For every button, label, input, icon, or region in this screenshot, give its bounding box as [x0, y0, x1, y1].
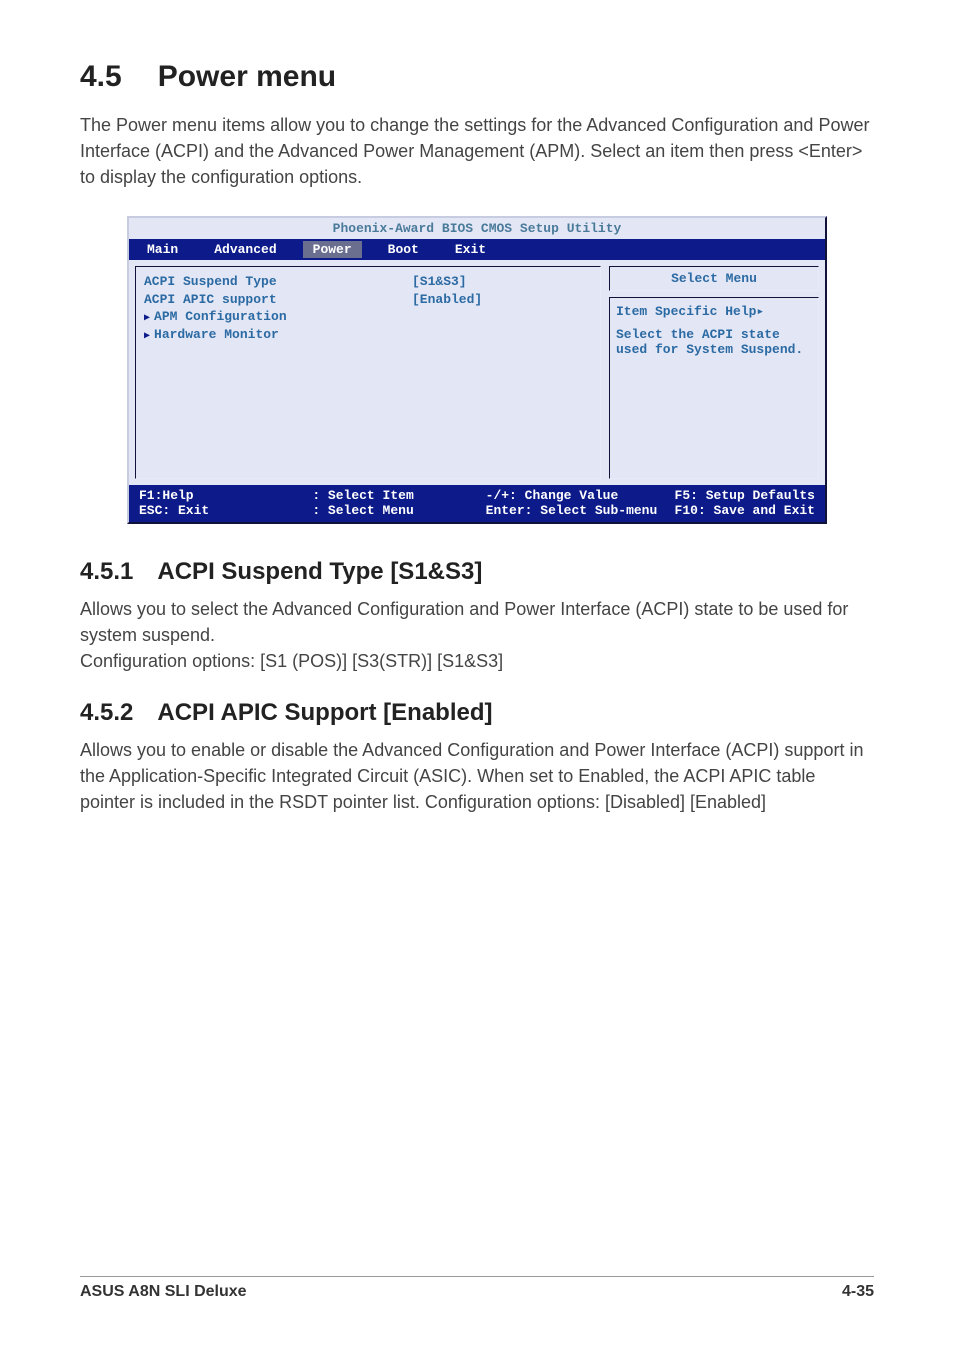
subsection-451-title: ACPI Suspend Type [S1&S3] — [157, 558, 482, 585]
bios-value-acpi-suspend-type: [S1&S3] — [412, 273, 592, 291]
subsection-452-heading: 4.5.2 ACPI APIC Support [Enabled] — [80, 699, 874, 727]
footer-right: 4-35 — [842, 1283, 874, 1301]
bios-screenshot: Phoenix-Award BIOS CMOS Setup Utility Ma… — [127, 216, 827, 524]
tab-main[interactable]: Main — [137, 241, 188, 258]
section-number: 4.5 — [80, 60, 122, 94]
bios-value-acpi-apic-support: [Enabled] — [412, 291, 592, 309]
bios-footer-col4: F5: Setup Defaults F10: Save and Exit — [659, 488, 815, 518]
page-footer: ASUS A8N SLI Deluxe 4-35 — [80, 1276, 874, 1301]
bios-help-heading: Item Specific Help▸ — [616, 304, 812, 319]
tab-boot[interactable]: Boot — [378, 241, 429, 258]
bios-utility-title: Phoenix-Award BIOS CMOS Setup Utility — [129, 218, 825, 239]
subsection-452-number: 4.5.2 — [80, 699, 133, 727]
tab-power[interactable]: Power — [303, 241, 362, 258]
bios-body: ACPI Suspend Type ACPI APIC support APM … — [129, 260, 825, 485]
tab-exit[interactable]: Exit — [445, 241, 496, 258]
bios-left-panel: ACPI Suspend Type ACPI APIC support APM … — [135, 266, 601, 479]
footer-left: ASUS A8N SLI Deluxe — [80, 1283, 247, 1301]
bios-item-acpi-suspend-type[interactable]: ACPI Suspend Type — [144, 273, 412, 291]
subsection-451-heading: 4.5.1 ACPI Suspend Type [S1&S3] — [80, 558, 874, 586]
bios-item-apm-configuration[interactable]: APM Configuration — [144, 308, 412, 326]
bios-footer-col3: -/+: Change Value Enter: Select Sub-menu — [486, 488, 659, 518]
bios-help-text: Select the ACPI state used for System Su… — [616, 327, 812, 357]
intro-paragraph: The Power menu items allow you to change… — [80, 112, 874, 190]
subsection-452-title: ACPI APIC Support [Enabled] — [157, 699, 492, 726]
bios-footer-col1: F1:Help ESC: Exit — [139, 488, 312, 518]
subsection-451-body: Allows you to select the Advanced Config… — [80, 596, 874, 674]
bios-item-hardware-monitor[interactable]: Hardware Monitor — [144, 326, 412, 344]
section-heading: 4.5 Power menu — [80, 60, 874, 94]
bios-footer-col2: : Select Item : Select Menu — [312, 488, 485, 518]
tab-advanced[interactable]: Advanced — [204, 241, 286, 258]
bios-item-acpi-apic-support[interactable]: ACPI APIC support — [144, 291, 412, 309]
section-title-text: Power menu — [158, 60, 336, 93]
subsection-451-number: 4.5.1 — [80, 558, 133, 586]
bios-footer: F1:Help ESC: Exit : Select Item : Select… — [129, 485, 825, 522]
bios-help-title: Select Menu — [609, 266, 819, 291]
bios-right-panel: Select Menu Item Specific Help▸ Select t… — [609, 266, 819, 479]
subsection-452-body: Allows you to enable or disable the Adva… — [80, 737, 874, 815]
bios-help-body: Item Specific Help▸ Select the ACPI stat… — [609, 297, 819, 479]
bios-menubar: Main Advanced Power Boot Exit — [129, 239, 825, 260]
